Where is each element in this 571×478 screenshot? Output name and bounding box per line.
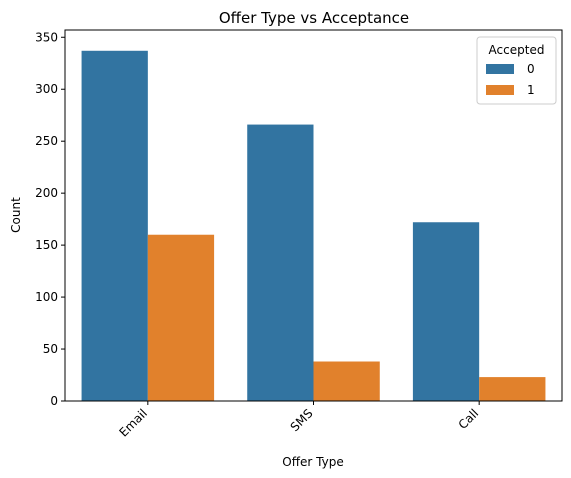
bar-call-accepted-0 <box>412 222 480 401</box>
y-tick-label: 50 <box>43 342 58 356</box>
bar-email-accepted-0 <box>81 50 148 401</box>
legend-label-1: 1 <box>527 83 535 97</box>
bars-layer <box>81 50 546 401</box>
y-tick-label: 250 <box>35 134 58 148</box>
y-axis: 0 50 100 150 200 250 300 350 <box>35 30 65 408</box>
y-tick-label: 200 <box>35 186 58 200</box>
y-tick-label: 350 <box>35 30 58 44</box>
bar-email-accepted-1 <box>147 234 215 401</box>
legend: Accepted 0 1 <box>476 36 557 105</box>
y-tick-label: 150 <box>35 238 58 252</box>
x-axis: Email SMS Call <box>117 401 482 440</box>
x-tick-label-call: Call <box>456 406 482 432</box>
x-tick-label-email: Email <box>117 406 150 439</box>
y-tick-label: 100 <box>35 290 58 304</box>
y-tick-label: 0 <box>50 394 58 408</box>
y-tick-label: 300 <box>35 82 58 96</box>
chart-title: Offer Type vs Acceptance <box>219 9 409 27</box>
legend-swatch-0 <box>486 64 514 74</box>
x-axis-label: Offer Type <box>282 455 343 469</box>
legend-swatch-1 <box>486 85 514 95</box>
bar-sms-accepted-1 <box>313 361 380 401</box>
legend-title: Accepted <box>489 43 545 57</box>
bar-sms-accepted-0 <box>247 124 314 401</box>
y-axis-label: Count <box>9 197 23 233</box>
bar-call-accepted-1 <box>479 377 546 401</box>
x-tick-label-sms: SMS <box>288 406 316 434</box>
legend-label-0: 0 <box>527 62 535 76</box>
